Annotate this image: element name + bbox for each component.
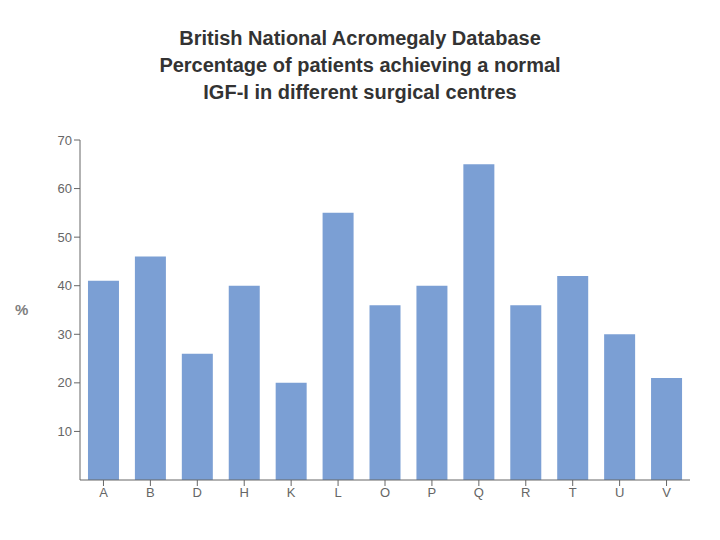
svg-text:50: 50 (58, 230, 72, 245)
svg-text:%: % (15, 301, 28, 318)
svg-text:B: B (146, 485, 155, 500)
html-text:IGF-I in different surgical ce: IGF-I in different surgical centres (203, 80, 517, 103)
svg-text:20: 20 (58, 375, 72, 390)
svg-text:Q: Q (474, 485, 484, 500)
html-text:Percentage of patients achievi: Percentage of patients achieving a norma… (159, 53, 561, 76)
svg-text:A: A (99, 485, 108, 500)
svg-text:U: U (615, 485, 624, 500)
svg-text:O: O (380, 485, 390, 500)
svg-text:T: T (569, 485, 577, 500)
svg-text:V: V (662, 485, 671, 500)
svg-text:P: P (428, 485, 437, 500)
svg-text:L: L (334, 485, 341, 500)
html-text:British National Acromegaly Da: British National Acromegaly Database (179, 26, 541, 49)
svg-text:10: 10 (58, 424, 72, 439)
svg-text:40: 40 (58, 278, 72, 293)
svg-text:R: R (521, 485, 530, 500)
svg-text:D: D (193, 485, 202, 500)
svg-text:60: 60 (58, 181, 72, 196)
svg-text:H: H (240, 485, 249, 500)
svg-text:30: 30 (58, 327, 72, 342)
svg-text:70: 70 (58, 133, 72, 148)
svg-text:K: K (287, 485, 296, 500)
